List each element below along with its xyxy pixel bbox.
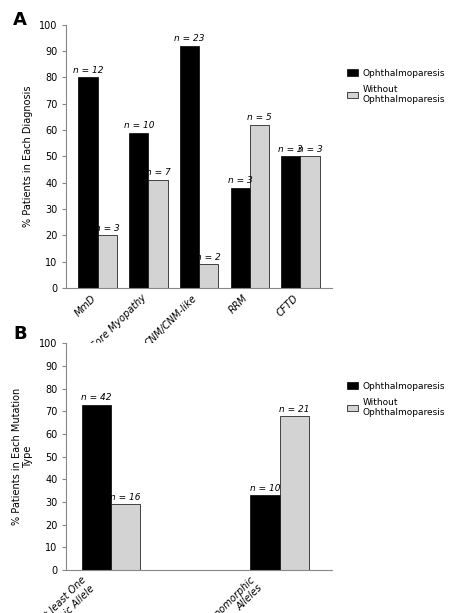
Text: n = 3: n = 3 (95, 224, 120, 233)
Text: n = 42: n = 42 (81, 394, 111, 402)
Text: n = 10: n = 10 (124, 121, 154, 130)
Y-axis label: % Patients in Each Diagnosis: % Patients in Each Diagnosis (23, 86, 33, 227)
Bar (301, 156, 320, 288)
Bar (148, 180, 168, 288)
Bar (199, 264, 219, 288)
Legend: Ophthalmoparesis, Without
Ophthalmoparesis: Ophthalmoparesis, Without Ophthalmopares… (347, 69, 445, 104)
Text: A: A (13, 11, 27, 29)
Bar (129, 132, 148, 288)
Text: n = 3: n = 3 (298, 145, 322, 154)
Text: n = 12: n = 12 (73, 66, 103, 75)
Text: n = 5: n = 5 (247, 113, 272, 122)
Bar (98, 235, 117, 288)
Y-axis label: % Patients in Each Mutation
Type: % Patients in Each Mutation Type (12, 388, 33, 525)
Bar (230, 188, 250, 288)
Text: n = 16: n = 16 (110, 493, 141, 502)
Text: n = 3: n = 3 (228, 177, 253, 185)
Bar (78, 77, 98, 288)
Text: n = 23: n = 23 (174, 34, 205, 43)
Text: n = 21: n = 21 (279, 405, 310, 414)
Bar (281, 156, 301, 288)
Bar (250, 495, 280, 570)
Bar (111, 504, 140, 570)
Text: n = 7: n = 7 (146, 169, 170, 177)
Text: B: B (13, 325, 27, 343)
Legend: Ophthalmoparesis, Without
Ophthalmoparesis: Ophthalmoparesis, Without Ophthalmopares… (347, 382, 445, 417)
Bar (280, 416, 309, 570)
Bar (82, 405, 111, 570)
Bar (250, 124, 269, 288)
Bar (180, 45, 199, 288)
Text: n = 3: n = 3 (278, 145, 303, 154)
Text: n = 10: n = 10 (250, 484, 280, 493)
Text: n = 2: n = 2 (196, 253, 221, 262)
